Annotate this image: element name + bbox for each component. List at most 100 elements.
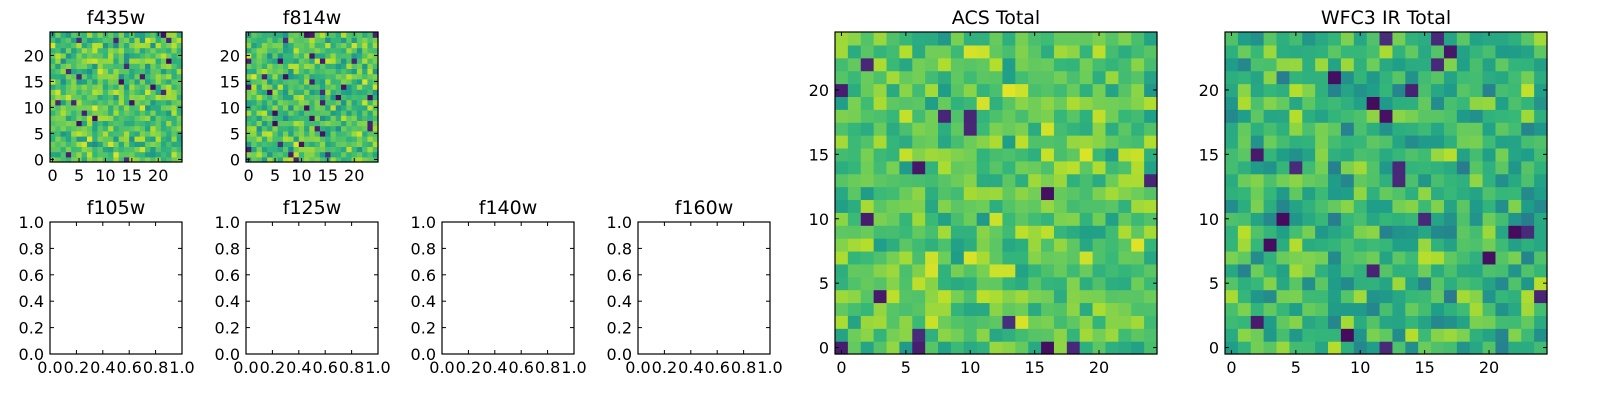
heatmap-cell (1041, 212, 1055, 226)
heatmap-cell (356, 130, 363, 137)
heatmap-cell (118, 130, 125, 137)
heatmap-cell (1328, 225, 1342, 239)
heatmap-cell (134, 120, 141, 127)
heatmap-cell (925, 302, 939, 316)
heatmap-cell (97, 52, 104, 59)
heatmap-cell (976, 199, 991, 213)
heatmap-cell (860, 328, 875, 342)
heatmap-cell (1392, 70, 1406, 85)
heatmap-cell (1443, 225, 1458, 239)
y-tick-label: 0.6 (607, 266, 632, 285)
heatmap-cell (246, 84, 252, 90)
heatmap-cell (976, 225, 991, 239)
heatmap-cell (113, 42, 120, 49)
heatmap-cell (899, 109, 913, 123)
heatmap-cell (92, 89, 99, 95)
heatmap-cell (335, 125, 342, 132)
heatmap-cell (847, 109, 862, 123)
x-tick-label: 0.2 (652, 358, 677, 377)
heatmap-cell (1315, 109, 1329, 123)
heatmap-cell (1250, 186, 1265, 201)
heatmap-cell (351, 146, 358, 153)
heatmap-cell (1405, 315, 1419, 329)
heatmap-cell (1405, 250, 1419, 265)
heatmap-cell (1534, 276, 1548, 291)
heatmap-cell (81, 110, 88, 116)
heatmap-cell (309, 42, 316, 49)
heatmap-cell (1002, 302, 1016, 316)
heatmap-cell (166, 42, 173, 49)
heatmap-cell (272, 146, 279, 153)
heatmap-cell (1237, 122, 1252, 136)
heatmap-cell (1028, 57, 1042, 72)
heatmap-cell (134, 130, 141, 137)
heatmap-cell (282, 151, 289, 158)
heatmap-cell (1002, 328, 1016, 342)
heatmap-cell (1315, 147, 1329, 162)
heatmap-cell (1144, 315, 1158, 329)
heatmap-cell (873, 44, 888, 59)
heatmap-cell (145, 52, 151, 59)
heatmap-cell (1289, 160, 1303, 175)
heatmap-cell (71, 104, 77, 111)
heatmap-cell (272, 120, 279, 127)
heatmap-cell (282, 94, 289, 101)
heatmap-cell (134, 68, 141, 75)
heatmap-cell (86, 141, 93, 147)
heatmap-cell (102, 136, 109, 142)
heatmap-cell (1456, 263, 1471, 278)
heatmap-cell (97, 89, 104, 95)
heatmap-cell (108, 68, 114, 75)
heatmap-cell (50, 47, 56, 54)
heatmap-cell (1431, 96, 1445, 110)
heatmap-cell (272, 37, 279, 43)
heatmap-cell (92, 130, 99, 137)
heatmap-cell (139, 99, 146, 106)
heatmap-cell (335, 89, 342, 95)
heatmap-cell (1431, 250, 1445, 265)
heatmap-cell (847, 70, 862, 85)
heatmap-cell (1534, 44, 1548, 59)
heatmap-cell (938, 32, 952, 46)
heatmap-cell (899, 160, 913, 175)
heatmap-cell (86, 130, 93, 137)
heatmap-cell (1105, 57, 1119, 72)
heatmap-cell (267, 78, 273, 85)
heatmap-cell (330, 125, 337, 132)
heatmap-cell (860, 147, 875, 162)
heatmap-cell (288, 68, 295, 75)
heatmap-cell (1443, 70, 1458, 85)
heatmap-cell (330, 84, 337, 90)
heatmap-cell (272, 63, 279, 69)
heatmap-cell (123, 99, 130, 106)
heatmap-cell (71, 94, 77, 101)
heatmap-cell (145, 63, 151, 69)
heatmap-cell (1079, 238, 1094, 252)
heatmap-cell (1066, 173, 1081, 188)
heatmap-cell (1366, 289, 1381, 304)
heatmap-cell (912, 341, 926, 355)
heatmap-cell (335, 42, 342, 49)
heatmap-cell (1289, 250, 1303, 265)
heatmap-cell (113, 136, 120, 142)
heatmap-cell (166, 136, 173, 142)
heatmap-cell (1418, 315, 1432, 329)
heatmap-cell (92, 146, 99, 153)
heatmap-cell (293, 47, 300, 54)
heatmap-cell (372, 32, 379, 38)
heatmap-cell (1405, 276, 1419, 291)
heatmap-cell (1534, 70, 1548, 85)
heatmap-cell (1144, 263, 1158, 278)
heatmap-cell (166, 68, 173, 75)
heatmap-cell (1105, 328, 1119, 342)
heatmap-cell (1405, 341, 1419, 355)
heatmap-cell (873, 263, 888, 278)
heatmap-cell (261, 78, 268, 85)
heatmap-cell (282, 104, 289, 111)
heatmap-cell (102, 63, 109, 69)
heatmap-cell (1431, 238, 1445, 252)
heatmap-cell (1263, 225, 1278, 239)
heatmap-cell (938, 289, 952, 304)
heatmap-cell (330, 63, 337, 69)
heatmap-cell (835, 263, 849, 278)
